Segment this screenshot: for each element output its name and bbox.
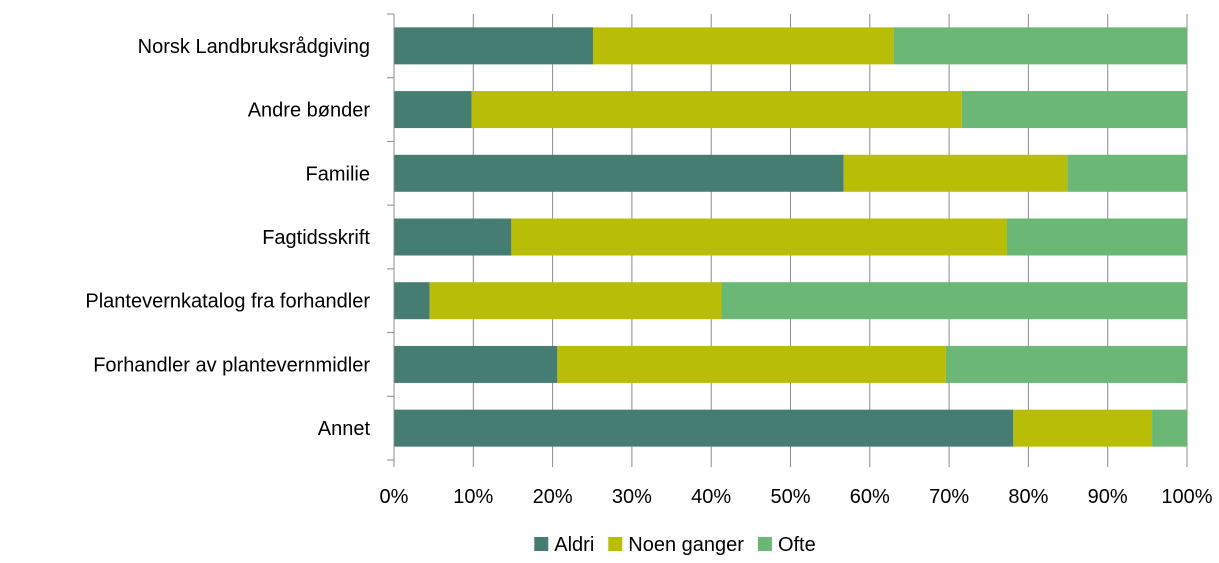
- category-label: Forhandler av plantevernmidler: [93, 354, 370, 376]
- x-tick-label: 10%: [453, 486, 493, 508]
- x-tick-label: 40%: [691, 486, 731, 508]
- bar-segment-aldri: [394, 282, 430, 320]
- category-label: Fagtidsskrift: [262, 227, 370, 249]
- x-tick-labels: 0% 10% 20% 30% 40% 50% 60% 70% 80% 90% 100%: [380, 486, 1213, 508]
- x-tick-label: 70%: [929, 486, 969, 508]
- legend-swatch: [534, 537, 549, 551]
- bar-segment-aldri: [394, 27, 594, 65]
- x-tick-label: 90%: [1088, 486, 1128, 508]
- bar-segment-ofte: [1152, 409, 1187, 447]
- category-labels: Norsk Landbruksrådgiving Andre bønder Fami…: [85, 36, 370, 440]
- bar-segment-noen-ganger: [471, 91, 962, 129]
- bar-segment-aldri: [394, 345, 558, 383]
- bar-segment-aldri: [394, 218, 512, 256]
- x-tick-label: 30%: [612, 486, 652, 508]
- legend-swatch: [757, 537, 772, 551]
- legend-label: Ofte: [778, 534, 816, 556]
- bar-segment-ofte: [893, 27, 1187, 65]
- bar-segment-aldri: [394, 409, 1014, 447]
- bar-segment-ofte: [945, 345, 1187, 383]
- bar-segment-noen-ganger: [843, 154, 1068, 192]
- bar-segment-noen-ganger: [1013, 409, 1153, 447]
- bar-segment-noen-ganger: [511, 218, 1007, 256]
- bar-segment-noen-ganger: [429, 282, 722, 320]
- bar-segment-ofte: [1067, 154, 1187, 192]
- bar-segment-ofte: [1006, 218, 1187, 256]
- x-tick-label: 60%: [850, 486, 890, 508]
- x-tick-label: 100%: [1161, 486, 1212, 508]
- x-tick-label: 80%: [1008, 486, 1048, 508]
- bar-segment-aldri: [394, 154, 844, 192]
- x-tick-label: 50%: [770, 486, 810, 508]
- legend-swatch: [608, 537, 623, 551]
- bar-segment-noen-ganger: [593, 27, 894, 65]
- category-label: Andre bønder: [248, 100, 371, 122]
- category-label: Annet: [318, 418, 371, 440]
- legend-label: Aldri: [554, 534, 594, 556]
- bars: [394, 27, 1187, 447]
- legend-label: Noen ganger: [628, 534, 744, 556]
- bar-segment-noen-ganger: [557, 345, 946, 383]
- bar-segment-ofte: [961, 91, 1187, 129]
- category-label: Familie: [306, 163, 370, 185]
- category-label: Plantevernkatalog fra forhandler: [85, 291, 370, 313]
- axis: [387, 13, 1188, 467]
- bar-segment-ofte: [721, 282, 1187, 320]
- bar-segment-aldri: [394, 91, 472, 129]
- legend: Aldri Noen ganger Ofte: [534, 534, 816, 556]
- x-tick-label: 20%: [533, 486, 573, 508]
- x-tick-label: 0%: [380, 486, 409, 508]
- category-label: Norsk Landbruksrådgiving: [138, 36, 370, 58]
